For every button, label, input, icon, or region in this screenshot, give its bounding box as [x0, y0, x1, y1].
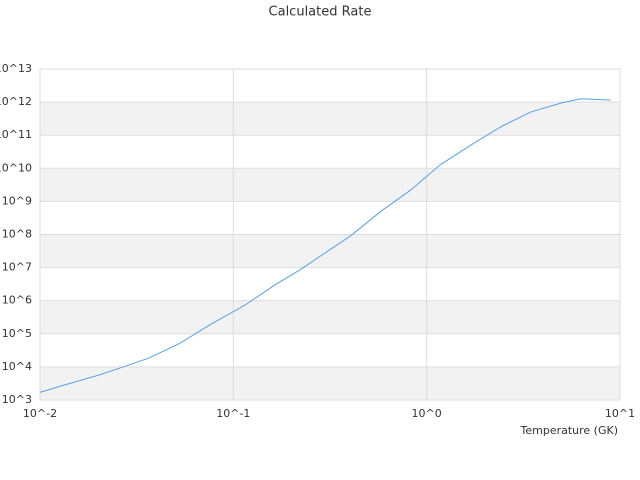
- x-tick-label: 10^-2: [23, 407, 57, 420]
- grid-band: [40, 300, 620, 334]
- y-tick-label: 10^5: [2, 327, 32, 340]
- y-tick-label: 10^6: [2, 294, 32, 307]
- y-tick-label: 10^7: [2, 261, 32, 274]
- grid-band: [40, 234, 620, 268]
- series-line: [39, 98, 611, 393]
- grid-band: [40, 168, 620, 202]
- grid: [40, 102, 620, 400]
- y-tick-label: 10^4: [2, 360, 32, 373]
- y-tick-label: 10^8: [2, 228, 32, 241]
- y-tick-label: 10^11: [0, 128, 32, 141]
- y-tick-label: 10^9: [2, 194, 32, 207]
- y-tick-label: 10^10: [0, 161, 32, 174]
- y-tick-label: 10^12: [0, 95, 32, 108]
- y-tick-label: 10^13: [0, 62, 32, 75]
- chart-title: Calculated Rate: [269, 5, 372, 20]
- x-tick-label: 10^-1: [216, 407, 250, 420]
- grid-band: [40, 102, 620, 136]
- x-axis-label: Temperature (GK): [520, 424, 619, 437]
- grid-band: [40, 366, 620, 400]
- x-tick-label: 10^0: [412, 407, 442, 420]
- x-tick-label: 10^1: [605, 407, 635, 420]
- y-tick-label: 10^3: [2, 393, 32, 406]
